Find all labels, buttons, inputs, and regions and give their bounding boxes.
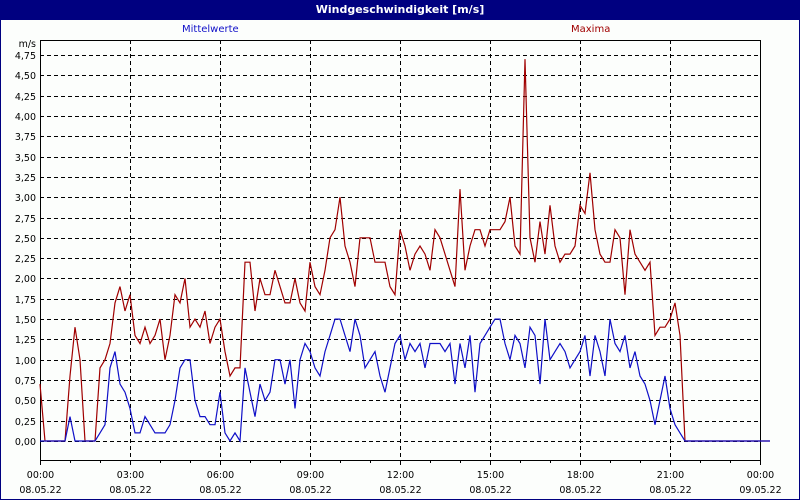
x-tick-date: 08.05.22 [559, 485, 601, 496]
y-tick-label: 0,75 [15, 376, 36, 387]
x-tick-time: 09:00 [297, 470, 324, 481]
x-tick-date: 08.05.22 [649, 485, 691, 496]
x-tick-time: 18:00 [567, 470, 594, 481]
y-tick-label: 1,75 [15, 295, 36, 306]
y-tick-label: 2,25 [15, 254, 36, 265]
x-tick-date: 08.05.22 [289, 485, 331, 496]
x-tick-date: 08.05.22 [469, 485, 511, 496]
axes [40, 40, 761, 465]
chart-title: Windgeschwindigkeit [m/s] [0, 0, 800, 20]
plot-area [40, 40, 761, 461]
y-tick-label: 3,00 [15, 193, 36, 204]
y-tick-label: 2,50 [15, 234, 36, 245]
y-tick-label: 1,00 [15, 356, 36, 367]
y-tick-label: 1,50 [15, 315, 36, 326]
y-tick-label: 4,25 [15, 92, 36, 103]
legend-max: Maxima [571, 24, 611, 35]
y-tick-label: 4,50 [15, 71, 36, 82]
y-axis-labels: 0,00 0,25 0,50 0,75 1,00 1,25 1,50 1,75 2,00 2,25… [15, 39, 36, 448]
x-tick-date: 08.05.22 [109, 485, 151, 496]
data-series [39, 59, 770, 443]
y-tick-label: 0,50 [15, 396, 36, 407]
y-tick-label: 3,50 [15, 153, 36, 164]
x-tick-time: 00:00 [27, 470, 54, 481]
x-tick-date: 08.05.22 [199, 485, 241, 496]
y-tick-label: 3,75 [15, 132, 36, 143]
y-tick-label: 4,75 [15, 51, 36, 62]
x-tick-date: 08.05.22 [19, 485, 61, 496]
y-unit-label: m/s [19, 39, 36, 50]
legend-mean: Mittelwerte [182, 24, 239, 35]
x-tick-time: 12:00 [387, 470, 414, 481]
y-tick-label: 1,25 [15, 335, 36, 346]
y-tick-label: 3,25 [15, 173, 36, 184]
series-mittelwerte [40, 318, 770, 443]
grid-lines [40, 40, 760, 460]
x-tick-date: 08.05.22 [379, 485, 421, 496]
x-tick-time: 06:00 [207, 470, 234, 481]
x-tick-date: 09.05.22 [739, 485, 781, 496]
y-tick-label: 2,75 [15, 214, 36, 225]
x-tick-time: 15:00 [477, 470, 504, 481]
series-maxima [39, 59, 770, 442]
x-tick-time: 03:00 [117, 470, 144, 481]
y-tick-label: 4,00 [15, 112, 36, 123]
x-tick-time: 21:00 [657, 470, 684, 481]
x-tick-time: 00:00 [747, 470, 774, 481]
x-axis-labels: 00:00 08.05.22 03:00 08.05.22 06:00 08.05.22 0… [19, 470, 781, 496]
y-tick-label: 2,00 [15, 274, 36, 285]
y-tick-label: 0,00 [15, 437, 36, 448]
y-tick-label: 0,25 [15, 417, 36, 428]
